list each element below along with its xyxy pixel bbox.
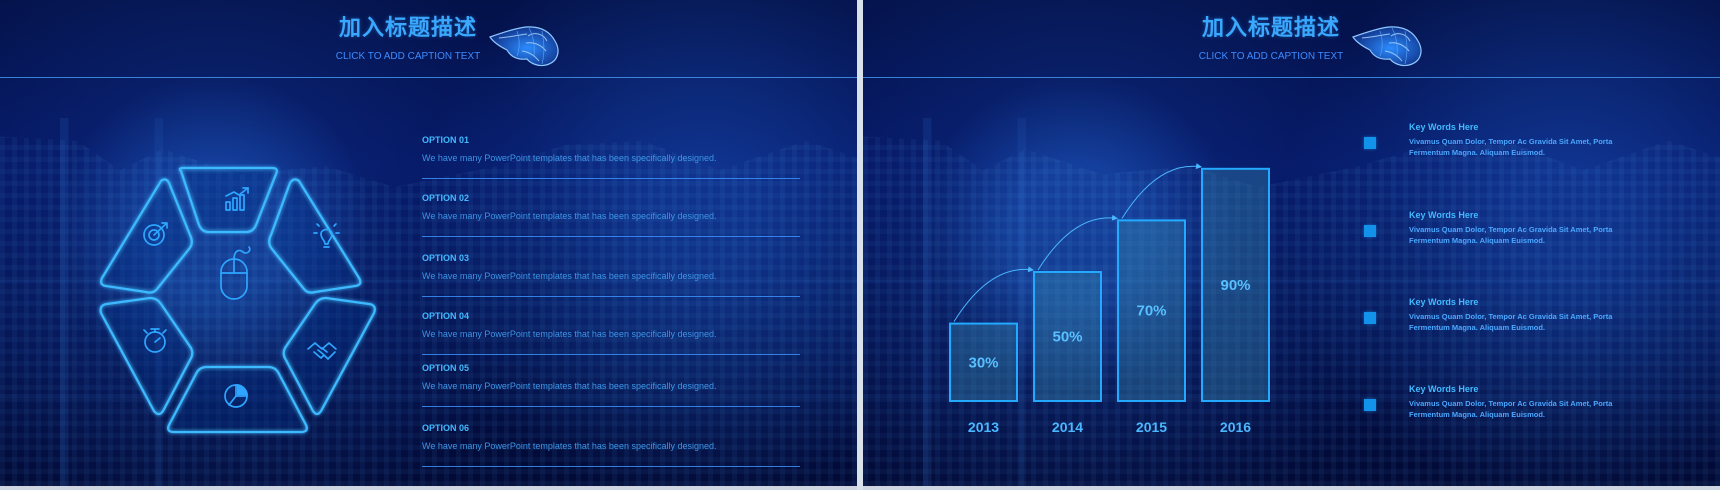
option-divider xyxy=(422,296,800,297)
stopwatch-icon xyxy=(143,328,167,353)
option-description[interactable]: We have many PowerPoint templates that h… xyxy=(422,271,717,281)
right-slide-title[interactable]: 加入标题描述 xyxy=(1201,16,1340,41)
option-title[interactable]: OPTION 06 xyxy=(422,423,470,433)
option-divider xyxy=(422,406,800,407)
option-description[interactable]: We have many PowerPoint templates that h… xyxy=(422,329,717,339)
option-title[interactable]: OPTION 02 xyxy=(422,193,470,203)
upper-right-hex-segment[interactable] xyxy=(268,178,362,294)
keyword-item[interactable]: Key Words Here Vivamus Quam Dolor, Tempo… xyxy=(1364,210,1674,266)
year-label: 2015 xyxy=(1136,419,1167,435)
keyword-marker xyxy=(1364,399,1376,411)
growth-arrow xyxy=(1037,214,1118,271)
year-label: 2014 xyxy=(1052,419,1083,435)
keyword-marker xyxy=(1364,137,1376,149)
left-slide-title[interactable]: 加入标题描述 xyxy=(338,16,477,41)
bulb-icon xyxy=(313,223,340,248)
keyword-description[interactable]: Vivamus Quam Dolor, Tempor Ac Gravida Si… xyxy=(1409,225,1613,245)
keyword-marker xyxy=(1364,312,1376,324)
bar-2015[interactable] xyxy=(1117,219,1186,403)
year-label: 2016 xyxy=(1220,419,1251,435)
keyword-marker xyxy=(1364,225,1376,237)
option-item[interactable]: OPTION 01 We have many PowerPoint templa… xyxy=(422,134,800,179)
option-title[interactable]: OPTION 01 xyxy=(422,135,470,145)
upper-left-hex-segment[interactable] xyxy=(99,178,193,294)
option-divider xyxy=(422,466,800,467)
option-item[interactable]: OPTION 03 We have many PowerPoint templa… xyxy=(422,252,800,297)
option-item[interactable]: OPTION 04 We have many PowerPoint templa… xyxy=(422,310,800,355)
keyword-description[interactable]: Vivamus Quam Dolor, Tempor Ac Gravida Si… xyxy=(1409,137,1613,157)
left-slide-caption[interactable]: CLICK TO ADD CAPTION TEXT xyxy=(335,51,481,62)
chart-icon xyxy=(225,187,249,211)
hand-icon xyxy=(489,26,559,67)
growth-arrow xyxy=(1121,163,1202,219)
option-divider xyxy=(422,178,800,179)
growth-bar-chart[interactable]: 30% 2013 50% 2014 70% 2015 90% 2016 xyxy=(920,140,1270,440)
lower-right-hex-segment[interactable] xyxy=(282,296,376,416)
bottom-hex-segment[interactable] xyxy=(167,365,308,434)
option-title[interactable]: OPTION 03 xyxy=(422,253,470,263)
lower-left-hex-segment[interactable] xyxy=(99,296,194,416)
bar-value-label: 70% xyxy=(1136,303,1166,320)
option-title[interactable]: OPTION 05 xyxy=(422,363,470,373)
keyword-title[interactable]: Key Words Here xyxy=(1409,210,1479,220)
target-icon xyxy=(143,222,168,246)
hexagonal-option-diagram xyxy=(99,166,379,434)
right-slide[interactable]: 加入标题描述 CLICK TO ADD CAPTION TEXT xyxy=(863,0,1720,486)
option-description[interactable]: We have many PowerPoint templates that h… xyxy=(422,153,717,163)
bar-value-label: 90% xyxy=(1220,277,1250,294)
year-label: 2013 xyxy=(968,419,999,435)
growth-arrow xyxy=(953,266,1034,322)
keyword-title[interactable]: Key Words Here xyxy=(1409,122,1479,132)
option-divider xyxy=(422,236,800,237)
bar-chart-svg[interactable]: 30% 2013 50% 2014 70% 2015 90% 2016 xyxy=(920,140,1270,440)
right-header-line xyxy=(863,77,1720,78)
keyword-title[interactable]: Key Words Here xyxy=(1409,384,1479,394)
bar-2016[interactable] xyxy=(1201,167,1270,402)
right-slide-caption[interactable]: CLICK TO ADD CAPTION TEXT xyxy=(1198,51,1344,62)
left-header-line xyxy=(0,77,857,78)
top-hex-segment[interactable] xyxy=(178,166,279,234)
keyword-item[interactable]: Key Words Here Vivamus Quam Dolor, Tempo… xyxy=(1364,122,1674,178)
left-slide[interactable]: 加入标题描述 CLICK TO ADD CAPTION TEXT xyxy=(0,0,857,486)
hand-icon xyxy=(1352,26,1422,67)
bar-value-label: 30% xyxy=(968,354,998,371)
keyword-description[interactable]: Vivamus Quam Dolor, Tempor Ac Gravida Si… xyxy=(1409,399,1613,419)
keyword-item[interactable]: Key Words Here Vivamus Quam Dolor, Tempo… xyxy=(1364,297,1674,353)
option-description[interactable]: We have many PowerPoint templates that h… xyxy=(422,211,717,221)
option-description[interactable]: We have many PowerPoint templates that h… xyxy=(422,441,717,451)
bar-2013[interactable] xyxy=(949,322,1018,403)
keyword-title[interactable]: Key Words Here xyxy=(1409,297,1479,307)
pie-chart-icon xyxy=(224,384,248,408)
bar-2014[interactable] xyxy=(1033,271,1102,402)
option-divider xyxy=(422,354,800,355)
option-description[interactable]: We have many PowerPoint templates that h… xyxy=(422,381,717,391)
keyword-description[interactable]: Vivamus Quam Dolor, Tempor Ac Gravida Si… xyxy=(1409,312,1613,332)
option-item[interactable]: OPTION 05 We have many PowerPoint templa… xyxy=(422,362,800,407)
option-item[interactable]: OPTION 06 We have many PowerPoint templa… xyxy=(422,422,800,467)
option-title[interactable]: OPTION 04 xyxy=(422,311,470,321)
keyword-item[interactable]: Key Words Here Vivamus Quam Dolor, Tempo… xyxy=(1364,384,1674,440)
mouse-icon xyxy=(220,246,251,300)
bar-value-label: 50% xyxy=(1052,329,1082,346)
handshake-icon xyxy=(307,342,337,360)
slide-divider xyxy=(857,0,863,490)
option-item[interactable]: OPTION 02 We have many PowerPoint templa… xyxy=(422,192,800,237)
